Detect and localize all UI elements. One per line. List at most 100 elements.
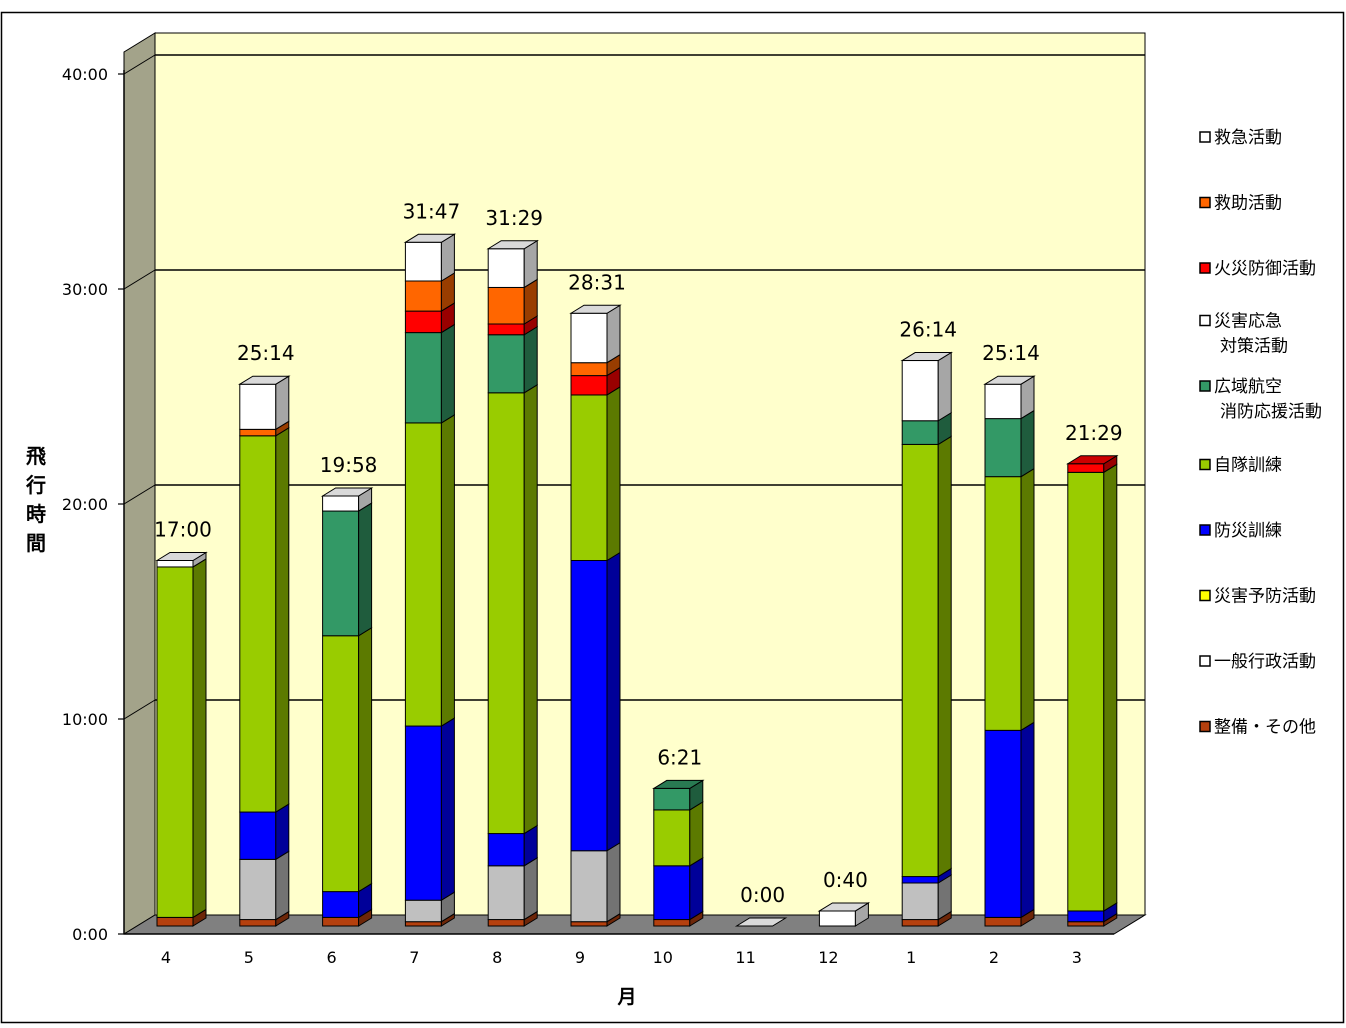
x-tick-label: 2 (989, 948, 999, 967)
bar-side-7-3 (440, 717, 455, 902)
bar-top-10 (652, 779, 705, 789)
total-label: 28:31 (568, 270, 626, 294)
bar-side-9-3 (606, 551, 621, 852)
bar-side-9-4 (606, 386, 621, 562)
bar-side-1-4 (937, 435, 952, 878)
bar-top-11 (734, 917, 788, 927)
bar-stack-8 (486, 239, 539, 927)
bar-segment-2-9 (984, 383, 1022, 420)
bar-segment-6-5 (322, 510, 360, 637)
bar-segment-5-8 (239, 428, 277, 437)
bar-segment-9-0 (570, 921, 608, 927)
y-tick-label: 0:00 (72, 925, 108, 944)
bar-segment-7-9 (404, 241, 442, 282)
bar-segment-9-7 (570, 375, 608, 396)
gridline-diagonal (123, 484, 156, 505)
bar-top-5 (238, 375, 291, 385)
x-tick-label: 5 (244, 948, 254, 967)
bar-stack-12 (817, 902, 871, 927)
bar-stack-4 (155, 551, 208, 927)
bar-segment-5-3 (239, 811, 277, 860)
legend-item: 整備・その他 (1199, 718, 1316, 738)
bar-side-2-3 (1020, 721, 1035, 919)
bar-segment-8-3 (487, 833, 525, 867)
total-label: 25:14 (982, 341, 1040, 365)
bar-segment-8-9 (487, 248, 525, 288)
bar-top-7 (403, 233, 457, 243)
bar-side-9-9 (606, 304, 621, 364)
bar-segment-7-7 (404, 310, 442, 334)
legend-label: 災害応急 (1214, 312, 1282, 332)
bar-side-6-5 (358, 502, 373, 637)
legend-label: 対策活動 (1220, 337, 1288, 357)
bar-segment-2-4 (984, 476, 1022, 731)
x-tick-label: 4 (161, 948, 171, 967)
x-tick-label: 7 (409, 948, 419, 967)
bar-stack-1 (900, 351, 953, 927)
legend-swatch (1199, 131, 1211, 143)
bar-segment-9-1 (570, 850, 608, 923)
bar-side-5-1 (275, 850, 290, 921)
bar-segment-1-1 (901, 882, 939, 921)
back-wall (154, 32, 1146, 916)
bar-segment-6-3 (322, 891, 360, 918)
bar-segment-2-0 (984, 916, 1022, 927)
legend-item: 救急活動 (1199, 128, 1282, 148)
bar-top-4 (155, 552, 208, 561)
x-tick-label: 6 (327, 948, 337, 967)
bar-segment-4-4 (156, 566, 194, 918)
bar-segment-6-9 (322, 495, 360, 512)
bar-stack-2 (983, 375, 1036, 927)
x-tick-label: 9 (575, 948, 585, 967)
legend-swatch (1199, 314, 1211, 327)
y-axis-title-char: 時 (26, 502, 46, 526)
bar-top-12 (817, 902, 871, 912)
total-label: 17:00 (154, 518, 212, 542)
bar-stack-6 (320, 487, 374, 927)
bar-segment-9-3 (570, 560, 608, 852)
bar-segment-1-5 (901, 420, 939, 445)
bar-segment-3-4 (1067, 471, 1105, 912)
x-tick-label: 8 (492, 948, 502, 967)
bar-segment-8-1 (487, 865, 525, 921)
bar-side-10-3 (689, 856, 704, 921)
legend-swatch (1199, 262, 1211, 274)
bar-segment-7-4 (404, 422, 442, 727)
bar-side-2-5 (1020, 409, 1035, 478)
bar-side-5-3 (275, 803, 290, 861)
total-label: 31:47 (403, 199, 461, 223)
bar-side-8-4 (523, 383, 538, 835)
bar-side-7-5 (440, 323, 455, 424)
legend-item: 災害予防活動 (1199, 587, 1316, 607)
bar-side-3-4 (1103, 463, 1118, 912)
bar-segment-7-5 (404, 332, 442, 424)
legend-item: 一般行政活動 (1199, 652, 1316, 672)
bar-side-2-4 (1020, 467, 1035, 732)
bar-segment-10-4 (653, 809, 691, 867)
legend-label: 救助活動 (1214, 194, 1282, 214)
legend-item: 火災防御活動 (1199, 259, 1316, 279)
bar-segment-6-0 (322, 916, 360, 927)
bar-segment-6-4 (322, 635, 360, 893)
bar-segment-1-4 (901, 443, 939, 878)
bar-segment-2-3 (984, 729, 1022, 918)
bar-side-6-4 (358, 626, 373, 893)
bar-top-8 (486, 240, 539, 250)
bar-stack-9 (569, 304, 622, 927)
total-label: 0:40 (823, 868, 868, 892)
total-label: 25:14 (237, 341, 295, 365)
bar-segment-8-8 (487, 286, 525, 325)
total-label: 21:29 (1065, 421, 1123, 445)
bar-stack-7 (403, 233, 457, 927)
x-tick-label: 10 (653, 948, 673, 967)
bar-segment-3-3 (1067, 910, 1105, 923)
x-tick-label: 1 (906, 948, 916, 967)
gridline-diagonal (123, 54, 156, 75)
legend-swatch (1199, 589, 1211, 602)
x-tick-label: 11 (735, 948, 755, 967)
bar-segment-3-0 (1067, 921, 1105, 927)
bar-side-7-4 (440, 414, 455, 727)
legend-swatch (1199, 524, 1211, 536)
